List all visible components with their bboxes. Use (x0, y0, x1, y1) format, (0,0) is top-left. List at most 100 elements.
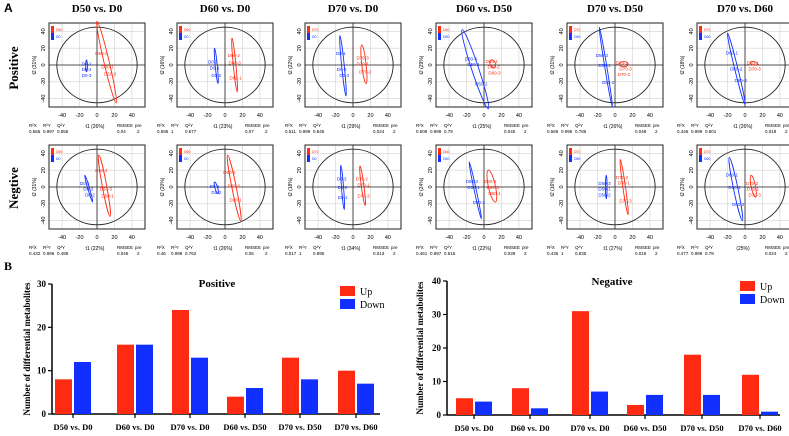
bar-down (475, 401, 492, 415)
x-tick-label: -40 (314, 113, 322, 119)
bar-chart-positive: Positive Number of differential metabolit… (22, 278, 384, 432)
stat-header: R²X (416, 245, 424, 250)
stat-value: 0.845 (313, 129, 325, 134)
sample-label: D0-2 (338, 185, 348, 190)
sample-label: D50-2 (95, 168, 108, 173)
stat-header: RMSEE (504, 245, 520, 250)
x-tick-label: 0 (351, 113, 354, 119)
score-plot-panel: D70 vs. D60 -40 -20 0 20 40 -40 -20 0 20 40 t2 (18%… (677, 3, 789, 134)
stat-header: R²X (677, 123, 685, 128)
x-tick-label: 40 (129, 113, 135, 119)
x-tick-label: 0 (613, 235, 616, 241)
legend-label: D60 (443, 150, 449, 154)
y-tick-label: -40 (559, 95, 565, 103)
stat-value: 0.446 (677, 129, 689, 134)
legend-swatch (179, 155, 182, 162)
score-plot-panel: D70 vs. D50 -40 -20 0 20 40 -40 -20 0 20 40 t2 (31%… (547, 3, 664, 134)
bar-up (456, 398, 473, 415)
stat-header: RMSEE (765, 123, 781, 128)
stat-value: 0.045 (504, 129, 516, 134)
legend-swatch (569, 155, 572, 162)
legend-swatch (740, 281, 755, 291)
y-tick-label: 20 (169, 167, 175, 173)
stat-value: 2 (785, 251, 788, 256)
sample-label: D50-2 (598, 192, 611, 197)
legend-swatch (438, 26, 441, 33)
y-tick-label: 40 (689, 150, 695, 156)
hotelling-ellipse (574, 26, 656, 104)
x-tick-label: 0 (613, 113, 616, 119)
stat-value: 0.013 (373, 251, 385, 256)
stat-value: 2 (265, 129, 268, 134)
stat-value: 0.511 (285, 129, 296, 134)
bar-up (227, 396, 244, 414)
legend-label: D60 (184, 150, 190, 154)
panel-title: D50 vs. D0 (72, 3, 123, 15)
x-tick-label: 20 (239, 113, 245, 119)
stat-header: R²X (547, 123, 555, 128)
x-tick-label: 0 (743, 113, 746, 119)
x-tick-label: 20 (111, 235, 117, 241)
bar-down (136, 344, 153, 414)
panel-b-label: B (4, 259, 12, 273)
stat-value: 0.999 (691, 129, 703, 134)
t1-axis-label: t1 (26%) (604, 124, 623, 130)
score-plot-panel: D70 vs. D0 -40 -20 0 20 40 -40 -20 0 20 40 t2 (22%)… (285, 3, 402, 134)
sample-label: D0-1 (80, 181, 90, 186)
bar-charts: Positive Number of differential metabolit… (22, 276, 784, 433)
x-tick-label: -40 (706, 235, 714, 241)
y-tick-label: -40 (41, 95, 47, 103)
legend-swatch (307, 26, 310, 33)
y-tick-label: -40 (428, 95, 434, 103)
sample-label: D60-3 (732, 202, 745, 207)
stat-header: R²X (29, 123, 37, 128)
stat-value: 0.018 (765, 129, 777, 134)
sample-label: D70-3 (748, 66, 761, 71)
x-tick-label: D60 vs. D0 (116, 422, 155, 432)
chart-title: Positive (199, 278, 236, 290)
stat-header: pre (135, 245, 142, 250)
y-tick-label: -40 (41, 217, 47, 225)
sample-label: D60-1 (486, 59, 499, 64)
sample-label: D0-3 (337, 177, 347, 182)
x-tick-label: 40 (257, 113, 263, 119)
x-tick-label: 40 (129, 235, 135, 241)
x-tick-label: D70 vs. D50 (680, 423, 723, 433)
group-ellipse (85, 59, 88, 73)
stat-header: R²Y (430, 123, 438, 128)
x-tick-label: D70 vs. D50 (278, 422, 321, 432)
sample-label: D60-3 (228, 60, 241, 65)
sample-label: D0-3 (83, 187, 93, 192)
legend-swatch (307, 155, 310, 162)
y-tick-label: 40 (169, 150, 175, 156)
legend-label: D50 (56, 150, 62, 154)
bar-up (338, 370, 355, 414)
t1-axis-label: (25%) (736, 246, 750, 252)
legend-label: D50 (443, 35, 449, 39)
group-ellipse (461, 29, 490, 110)
stat-value: 2 (655, 129, 658, 134)
bar-up (117, 344, 134, 414)
y-tick-label: -20 (297, 78, 303, 86)
sample-label: D60-2 (730, 66, 743, 71)
bar-down (191, 357, 208, 414)
stat-value: 0.78 (705, 251, 714, 256)
score-plot-panel: -40 -20 0 20 40 -40 -20 0 20 40 t2 (31%) D50-2 D50-3… (29, 144, 146, 256)
sample-label: D60-2 (228, 53, 241, 58)
stat-value: 0.595 (157, 129, 169, 134)
stat-value: 0.07 (245, 129, 254, 134)
x-tick-label: D70 vs. D0 (171, 422, 210, 432)
legend-swatch (569, 33, 572, 40)
x-tick-label: -40 (706, 113, 714, 119)
chart-title: Negative (592, 276, 633, 288)
y-tick-label: 40 (297, 28, 303, 34)
sample-label: D50-2 (475, 81, 488, 86)
y-axis-label: Number of differential metabolites (22, 282, 32, 415)
bar-down (703, 394, 720, 415)
sample-label: D60-1 (726, 50, 739, 55)
t2-axis-label: t2 (20%) (160, 177, 166, 196)
stat-value: 0.762 (185, 251, 197, 256)
x-tick-label: -20 (204, 113, 212, 119)
stat-header: R²Y (691, 245, 699, 250)
group-ellipse (618, 61, 629, 68)
